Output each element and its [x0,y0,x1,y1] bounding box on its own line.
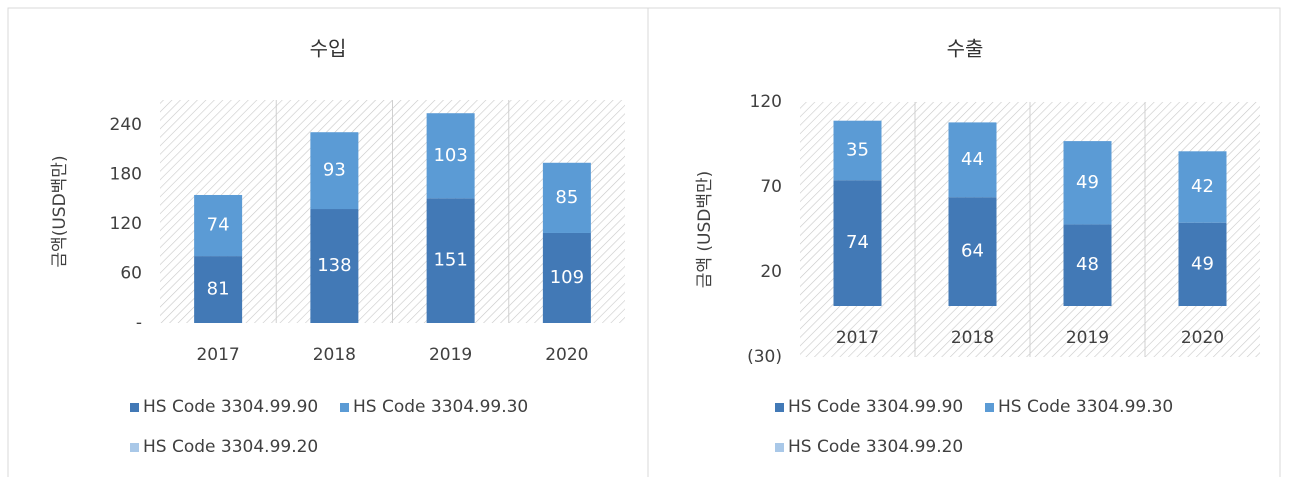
legend-label: HS Code 3304.99.20 [143,437,318,457]
data-label: 35 [846,139,869,160]
data-label: 64 [961,241,984,262]
y-tick-label: - [136,313,142,333]
y-tick-label: 20 [760,262,782,282]
panel-border [647,7,1281,477]
y-tick-label: 120 [110,214,142,234]
y-tick-label: (30) [747,347,782,367]
bar-segment [1178,151,1227,223]
data-label: 109 [550,267,584,288]
data-label: 151 [433,250,467,271]
legend-label: HS Code 3304.99.90 [788,397,963,417]
bar-segment [310,209,359,323]
bar-segment [310,132,359,210]
x-tick-label: 2018 [951,328,994,348]
y-tick-label: 60 [120,263,142,283]
data-label: 49 [1076,172,1099,193]
legend-label: HS Code 3304.99.20 [788,437,963,457]
x-tick-label: 2019 [429,345,472,365]
bar-segment [833,180,882,306]
data-label: 103 [433,145,467,166]
bar-segment [948,122,997,198]
bar-segment [542,232,591,323]
y-tick-label: 180 [110,164,142,184]
bar-segment [948,197,997,306]
data-label: 49 [1191,253,1214,274]
bar-segment [1063,141,1112,225]
data-label: 81 [207,279,230,300]
x-tick-label: 2020 [1181,328,1224,348]
data-label: 138 [317,255,351,276]
x-tick-label: 2019 [1066,328,1109,348]
data-label: 93 [323,160,346,181]
data-label: 48 [1076,254,1099,275]
y-tick-label: 70 [760,177,782,197]
legend-swatch [130,443,139,452]
legend-label: HS Code 3304.99.30 [998,397,1173,417]
legend-label: HS Code 3304.99.90 [143,397,318,417]
legend-swatch [340,403,349,412]
bar-segment [542,162,591,233]
bar-segment [426,113,475,199]
legend-label: HS Code 3304.99.30 [353,397,528,417]
x-tick-label: 2018 [313,345,356,365]
data-label: 85 [555,187,578,208]
x-tick-label: 2017 [196,345,239,365]
data-label: 44 [961,149,984,170]
bar-segment [194,194,243,257]
y-tick-label: 120 [750,92,782,112]
chart-title: 수입 [310,37,347,61]
x-tick-label: 2020 [545,345,588,365]
chart-title: 수출 [947,37,984,61]
legend-swatch [985,403,994,412]
bar-segment [194,256,243,323]
bar-segment [833,120,882,181]
legend-swatch [775,403,784,412]
y-tick-label: 240 [110,115,142,135]
bar-segment [426,198,475,323]
data-label: 74 [207,215,230,236]
legend-swatch [130,403,139,412]
bar-segment [1063,224,1112,306]
legend-swatch [775,443,784,452]
bar-segment [1178,222,1227,306]
y-axis-label: 금액 (USD백만) [695,171,715,289]
y-axis-label: 금액(USD백만) [50,155,70,267]
data-label: 74 [846,232,869,253]
x-tick-label: 2017 [836,328,879,348]
data-label: 42 [1191,176,1214,197]
